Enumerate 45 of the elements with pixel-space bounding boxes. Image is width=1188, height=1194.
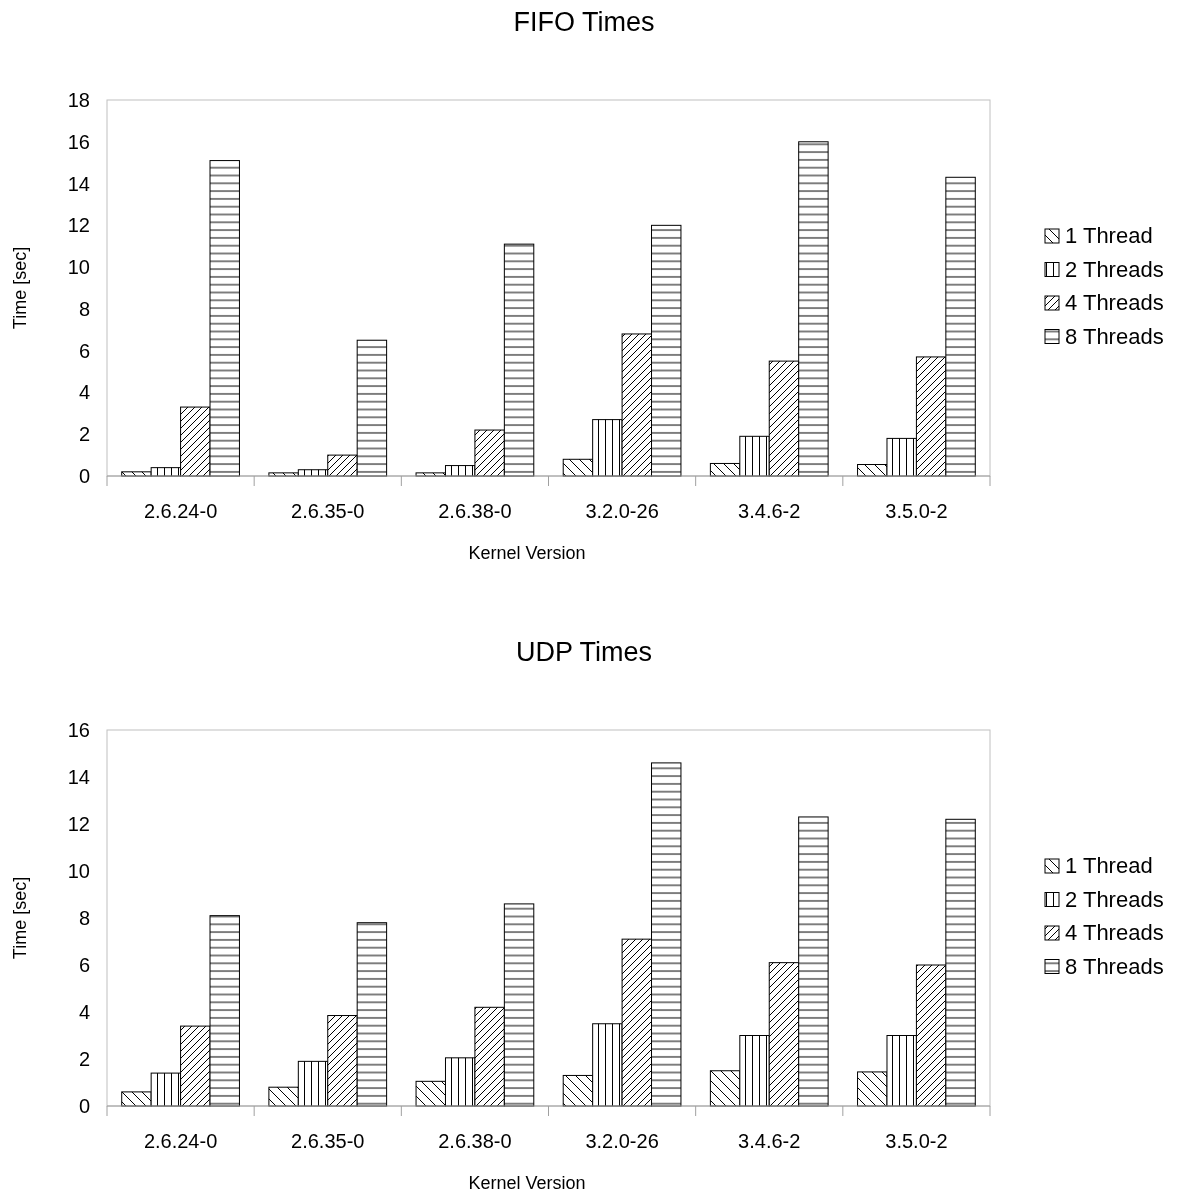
y-tick-label: 6 (78, 339, 90, 362)
x-tick-label: 3.2.0-26 (585, 500, 659, 522)
x-tick-label: 2.6.38-0 (438, 500, 512, 522)
x-axis-title: Kernel Version (468, 1173, 586, 1193)
x-tick-label: 2.6.38-0 (438, 1130, 512, 1152)
y-tick-label: 8 (78, 907, 90, 929)
chart-title: UDP Times (515, 637, 653, 667)
y-tick-label: 14 (67, 172, 90, 195)
x-tick-label: 3.5.0-2 (885, 1130, 948, 1152)
y-axis-title: Time [sec] (10, 876, 30, 960)
legend-label: 2 Threads (1065, 256, 1164, 282)
y-tick-label: 4 (78, 1001, 90, 1023)
legend-label: 8 Threads (1065, 323, 1164, 349)
y-tick-label: 2 (78, 423, 90, 446)
y-tick-label: 6 (78, 954, 90, 976)
x-tick-label: 3.4.6-2 (738, 1130, 801, 1152)
x-tick-label: 2.6.35-0 (291, 500, 365, 522)
y-tick-label: 16 (67, 130, 90, 153)
y-tick-label: 8 (78, 297, 90, 320)
y-tick-label: 4 (78, 381, 90, 404)
y-tick-label: 10 (67, 256, 90, 279)
x-tick-label: 3.5.0-2 (885, 500, 948, 522)
y-tick-label: 0 (78, 1095, 90, 1117)
legend-label: 8 Threads (1065, 953, 1164, 979)
chart-title: FIFO Times (513, 7, 655, 37)
y-tick-label: 12 (67, 214, 90, 237)
y-tick-label: 18 (67, 89, 90, 111)
legend-label: 4 Threads (1065, 290, 1164, 315)
x-axis-title: Kernel Version (468, 543, 586, 563)
x-tick-label: 2.6.24-0 (143, 1130, 218, 1152)
y-tick-label: 2 (78, 1048, 90, 1070)
y-tick-label: 16 (67, 719, 90, 741)
x-tick-label: 2.6.24-0 (143, 500, 218, 522)
y-tick-label: 14 (67, 766, 90, 788)
x-tick-label: 3.4.6-2 (738, 500, 801, 522)
legend-label: 1 Thread (1065, 223, 1153, 248)
legend-label: 1 Thread (1065, 853, 1153, 878)
y-tick-label: 0 (78, 465, 90, 487)
y-tick-label: 12 (67, 813, 90, 835)
y-tick-label: 10 (67, 860, 90, 882)
x-tick-label: 2.6.35-0 (291, 1130, 365, 1152)
x-tick-label: 3.2.0-26 (585, 1130, 659, 1152)
legend-label: 4 Threads (1065, 920, 1164, 945)
y-axis-title: Time [sec] (10, 246, 30, 330)
legend-label: 2 Threads (1065, 886, 1164, 912)
